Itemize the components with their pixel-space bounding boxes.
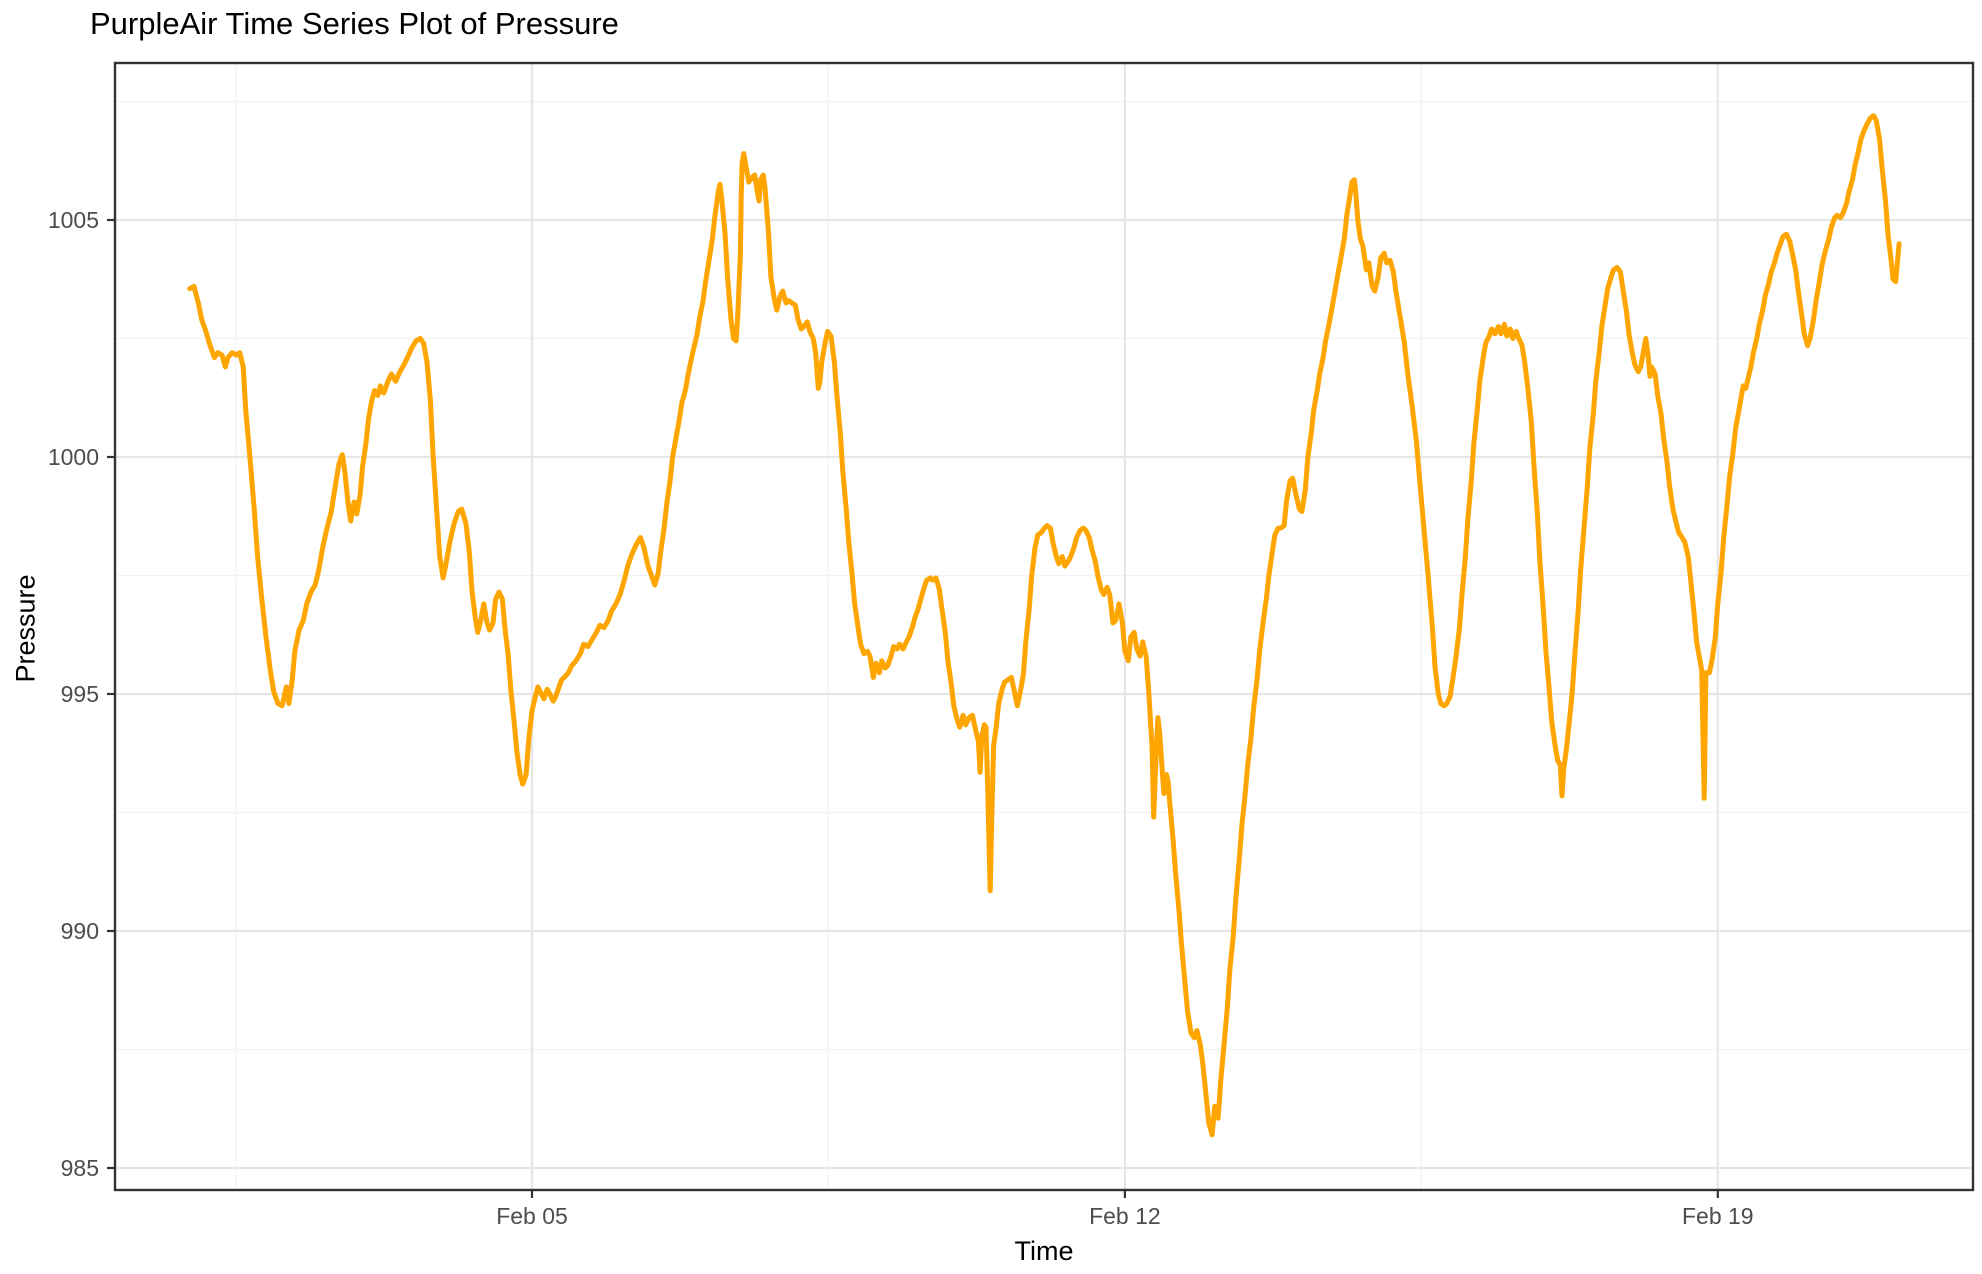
y-tick-label: 995 [61,681,99,707]
x-axis-title: Time [1014,1236,1074,1266]
x-tick-label: Feb 19 [1682,1203,1754,1229]
y-tick-label: 1000 [48,444,99,470]
y-tick-label: 1005 [48,207,99,233]
pressure-line [187,113,1902,1138]
panel-background [115,63,1973,1190]
y-axis-title: Pressure [10,574,41,683]
plot-title: PurpleAir Time Series Plot of Pressure [90,6,619,41]
x-tick-label: Feb 05 [496,1203,568,1229]
y-tick-label: 985 [61,1155,99,1181]
x-tick-label: Feb 12 [1089,1203,1161,1229]
y-tick-label: 990 [61,918,99,944]
panel-border [113,61,1975,1192]
